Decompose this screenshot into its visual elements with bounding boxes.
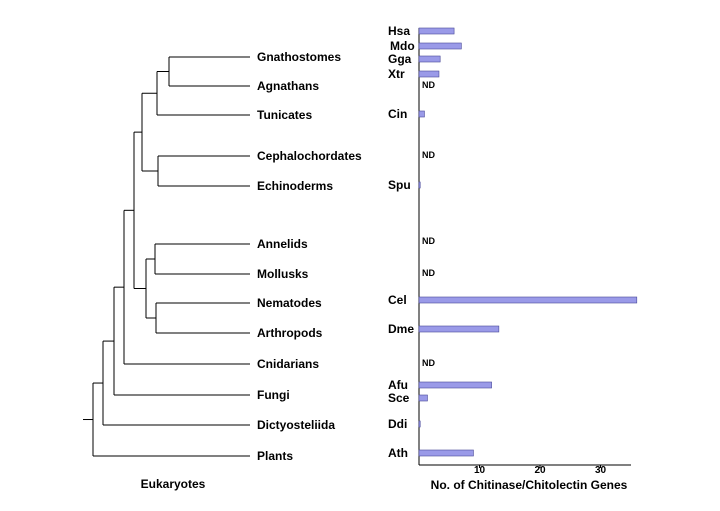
species-code-label: Sce — [388, 391, 410, 405]
taxon-label: Tunicates — [257, 108, 312, 122]
bar — [418, 42, 462, 50]
x-tick-label: 30 — [595, 465, 607, 476]
tree-label: Eukaryotes — [141, 477, 206, 491]
bar — [418, 70, 440, 78]
species-code-label: Gga — [388, 52, 412, 66]
species-code-label: Ath — [388, 446, 408, 460]
taxon-label: Annelids — [257, 237, 308, 251]
bar — [418, 381, 492, 389]
bar — [418, 27, 455, 35]
taxon-labels: Gnathostomes Agnathans Tunicates Cephalocho… — [257, 50, 362, 463]
not-determined-label: ND — [422, 268, 435, 278]
species-code-label: Cel — [388, 293, 407, 307]
species-code-label: Dme — [388, 322, 414, 336]
x-axis-label: No. of Chitinase/Chitolectin Genes — [431, 478, 628, 492]
species-code-label: Mdo — [390, 39, 415, 53]
species-code-label: Afu — [388, 378, 408, 392]
not-determined-label: ND — [422, 358, 435, 368]
species-code-label: Cin — [388, 107, 407, 121]
species-code-label: Hsa — [388, 24, 410, 38]
bar-axis: 10 20 30 — [418, 28, 631, 476]
species-code-label: Xtr — [388, 67, 405, 81]
species-code-label: Ddi — [388, 417, 407, 431]
phylogenetic-tree — [83, 56, 250, 457]
bar — [418, 110, 425, 118]
taxon-label: Cnidarians — [257, 357, 319, 371]
not-determined-label: ND — [422, 236, 435, 246]
taxon-label: Arthropods — [257, 326, 323, 340]
taxon-label: Agnathans — [257, 79, 319, 93]
not-determined-label: ND — [422, 80, 435, 90]
bar — [418, 325, 500, 333]
bar — [418, 55, 441, 63]
bar-series — [418, 27, 638, 457]
bar — [418, 449, 474, 457]
taxon-label: Gnathostomes — [257, 50, 341, 64]
bar — [418, 181, 421, 189]
taxon-label: Plants — [257, 449, 293, 463]
taxon-label: Dictyosteliida — [257, 418, 335, 432]
x-tick-label: 10 — [474, 465, 486, 476]
x-tick-label: 20 — [534, 465, 546, 476]
not-determined-label: ND — [422, 150, 435, 160]
bar — [418, 420, 421, 428]
taxon-label: Nematodes — [257, 296, 322, 310]
taxon-label: Fungi — [257, 388, 290, 402]
bar — [418, 394, 428, 402]
taxon-label: Echinoderms — [257, 179, 333, 193]
bar — [418, 296, 638, 304]
taxon-label: Mollusks — [257, 267, 309, 281]
species-code-label: Spu — [388, 178, 411, 192]
taxon-label: Cephalochordates — [257, 149, 362, 163]
